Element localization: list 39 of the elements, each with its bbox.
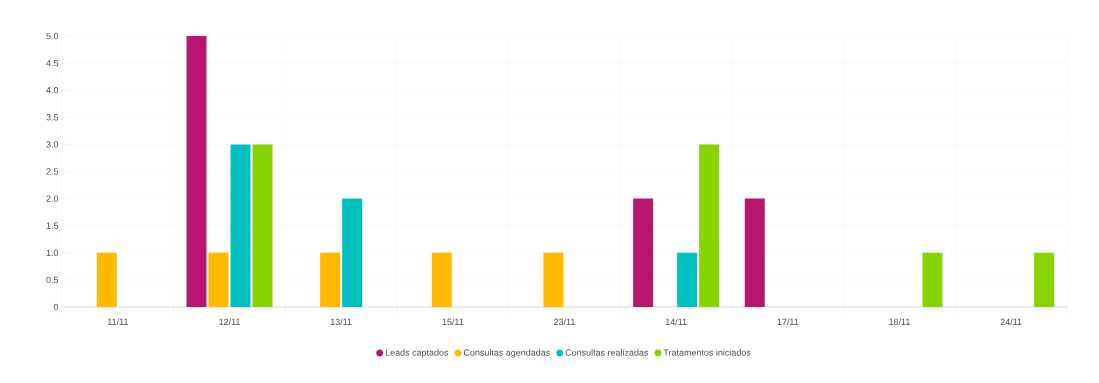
- x-tick-label: 15/11: [442, 318, 464, 326]
- bar: [320, 252, 341, 307]
- bar: [543, 252, 564, 307]
- bar: [744, 198, 765, 307]
- x-tick-label: 12/11: [219, 318, 240, 326]
- y-tick-label: 3.5: [46, 114, 59, 121]
- y-tick-label: 2.5: [46, 168, 59, 175]
- x-tick-label: 24/11: [1000, 318, 1022, 326]
- bar: [96, 252, 117, 307]
- bar: [342, 198, 363, 307]
- x-tick-label: 18/11: [889, 318, 910, 326]
- bar: [208, 252, 229, 307]
- bar: [699, 144, 720, 307]
- x-tick-label: 11/11: [107, 318, 128, 326]
- bar: [677, 252, 698, 307]
- legend-label: Tratamentos iniciados: [663, 349, 751, 356]
- y-tick-label: 1.0: [46, 249, 59, 256]
- y-tick-label: 4.5: [46, 59, 59, 67]
- bar: [230, 144, 251, 307]
- bar: [186, 36, 207, 307]
- legend-label: Leads captados: [385, 349, 449, 358]
- y-tick-label: 5.0: [46, 32, 59, 40]
- y-tick-label: 4.0: [46, 87, 59, 94]
- x-tick-label: 14/11: [665, 318, 687, 326]
- x-tick-label: 13/11: [330, 318, 352, 326]
- x-tick-label: 17/11: [777, 318, 799, 326]
- bar: [633, 198, 654, 307]
- y-tick-label: 1.5: [46, 222, 59, 229]
- y-tick-label: 3.0: [46, 141, 59, 148]
- bar: [252, 144, 273, 307]
- bar: [1034, 252, 1055, 307]
- bar: [922, 252, 943, 307]
- y-tick-label: 2.0: [46, 195, 59, 202]
- y-tick-label: 0.5: [46, 276, 59, 284]
- legend-label: Consultas agendadas: [463, 349, 550, 358]
- x-tick-label: 23/11: [554, 318, 575, 326]
- y-tick-label: 0: [53, 303, 59, 311]
- legend-label: Consultas realizadas: [565, 349, 649, 356]
- bar: [431, 252, 452, 307]
